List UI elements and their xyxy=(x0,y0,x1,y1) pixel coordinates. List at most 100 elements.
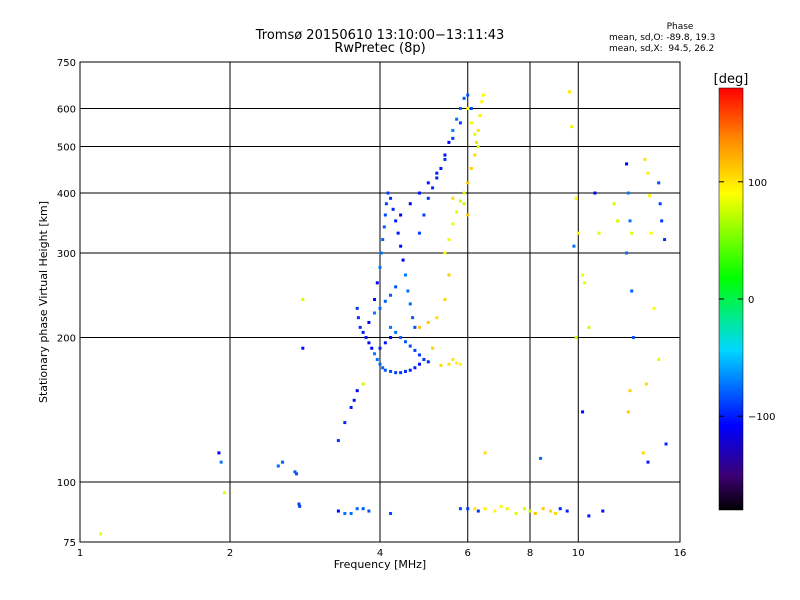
data-point-o xyxy=(378,306,382,310)
x-tick-label: 8 xyxy=(527,548,533,559)
data-point-o xyxy=(426,196,430,200)
data-point-o xyxy=(403,369,407,373)
data-point-o xyxy=(660,219,664,223)
data-point-x xyxy=(451,196,455,200)
data-point-o xyxy=(413,348,417,352)
data-point-x xyxy=(462,202,466,206)
data-point-x xyxy=(361,382,365,386)
data-point-x xyxy=(478,114,482,118)
colorbar-label: [deg] xyxy=(714,72,749,87)
data-point-x xyxy=(574,336,578,340)
x-axis-label: Frequency [MHz] xyxy=(334,558,426,571)
data-point-x xyxy=(426,320,430,324)
data-point-o xyxy=(426,360,430,364)
data-point-x xyxy=(469,121,473,125)
data-point-o xyxy=(381,366,385,370)
data-point-o xyxy=(626,191,630,195)
data-point-o xyxy=(336,439,340,443)
data-point-x xyxy=(648,194,652,198)
data-point-o xyxy=(297,502,301,506)
data-point-o xyxy=(384,202,388,206)
data-point-o xyxy=(413,366,417,370)
data-point-x xyxy=(581,273,585,277)
data-point-o xyxy=(386,191,390,195)
data-point-x xyxy=(458,199,462,203)
data-point-o xyxy=(625,162,629,166)
data-point-x xyxy=(443,298,447,302)
data-point-x xyxy=(431,346,435,350)
data-point-x xyxy=(549,509,553,513)
data-point-o xyxy=(462,96,466,100)
chart-subtitle: RwPretec (8p) xyxy=(334,41,426,56)
data-point-x xyxy=(583,281,587,285)
y-tick-label: 400 xyxy=(57,189,76,200)
data-point-x xyxy=(514,511,518,515)
data-point-x xyxy=(301,298,305,302)
data-point-x xyxy=(630,231,634,235)
data-point-o xyxy=(435,176,439,180)
data-point-o xyxy=(389,336,393,340)
data-point-x xyxy=(447,362,451,366)
data-point-o xyxy=(408,368,412,372)
data-point-o xyxy=(383,341,387,345)
data-point-x xyxy=(505,507,509,511)
data-point-x xyxy=(462,191,466,195)
data-point-x xyxy=(455,210,459,214)
data-point-o xyxy=(356,316,360,320)
data-point-o xyxy=(293,470,297,474)
data-point-x xyxy=(574,196,578,200)
data-point-o xyxy=(370,346,374,350)
data-point-x xyxy=(643,157,647,161)
data-point-o xyxy=(389,369,393,373)
data-point-o xyxy=(458,507,462,511)
data-point-o xyxy=(417,231,421,235)
x-tick-label: 1 xyxy=(77,548,83,559)
data-point-o xyxy=(447,140,451,144)
colorbar-tick-label: 0 xyxy=(748,295,754,306)
x-tick-label: 4 xyxy=(377,548,383,559)
data-point-x xyxy=(451,222,455,226)
data-point-x xyxy=(652,306,656,310)
data-point-x xyxy=(473,153,477,157)
data-point-o xyxy=(378,265,382,269)
data-point-o xyxy=(565,509,569,513)
data-point-o xyxy=(349,405,353,409)
data-point-x xyxy=(597,231,601,235)
data-point-x xyxy=(483,451,487,455)
data-point-x xyxy=(612,202,616,206)
x-tick-label: 6 xyxy=(465,548,471,559)
data-point-x xyxy=(417,325,421,329)
data-point-o xyxy=(391,207,395,211)
data-point-x xyxy=(483,507,487,511)
data-point-x xyxy=(626,410,630,414)
data-point-x xyxy=(466,213,470,217)
data-point-o xyxy=(408,302,412,306)
data-point-o xyxy=(361,330,365,334)
data-point-o xyxy=(403,340,407,344)
data-point-o xyxy=(443,157,447,161)
data-point-o xyxy=(219,460,223,464)
data-point-o xyxy=(217,451,221,455)
data-point-o xyxy=(355,306,359,310)
data-point-o xyxy=(658,202,662,206)
data-point-o xyxy=(382,225,386,229)
data-point-o xyxy=(417,353,421,357)
data-point-o xyxy=(367,320,371,324)
grid-lines xyxy=(80,62,680,542)
y-tick-label: 100 xyxy=(57,478,76,489)
data-point-o xyxy=(276,464,280,468)
data-point-o xyxy=(628,219,632,223)
data-point-o xyxy=(593,191,597,195)
data-point-o xyxy=(439,166,443,170)
data-point-x xyxy=(616,219,620,223)
y-tick-label: 200 xyxy=(57,334,76,345)
data-point-x xyxy=(499,504,503,508)
data-point-o xyxy=(466,507,470,511)
y-tick-label: 750 xyxy=(57,58,76,69)
x-tick-label: 2 xyxy=(227,548,233,559)
data-point-x xyxy=(644,382,648,386)
data-point-o xyxy=(389,293,393,297)
x-tick-label: 10 xyxy=(572,548,585,559)
data-point-o xyxy=(422,213,426,217)
